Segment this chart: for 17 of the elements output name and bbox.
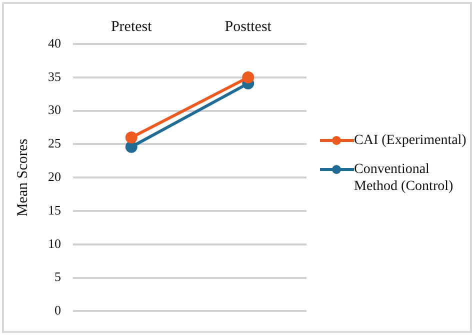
y-tick-label: 35 [48, 68, 61, 84]
y-tick-label: 10 [48, 236, 61, 251]
point [242, 71, 254, 84]
point [125, 140, 138, 153]
y-axis-title: Mean Scores [14, 138, 31, 217]
point [125, 132, 138, 144]
y-tick-label: 5 [54, 269, 61, 284]
y-tick-label: 0 [54, 302, 61, 318]
y-tick-label: 40 [48, 35, 61, 50]
legend-label: CAI (Experimental) [354, 132, 466, 149]
y-tick-label: 15 [48, 202, 61, 218]
y-tick-label: 20 [48, 169, 61, 184]
x-tick-label: Pretest [110, 18, 153, 35]
y-tick-label: 30 [48, 102, 61, 118]
legend-label: Conventional Method (Control) [354, 161, 454, 195]
x-tick-label: Posttest [224, 18, 272, 35]
y-tick-label: 25 [48, 136, 61, 151]
